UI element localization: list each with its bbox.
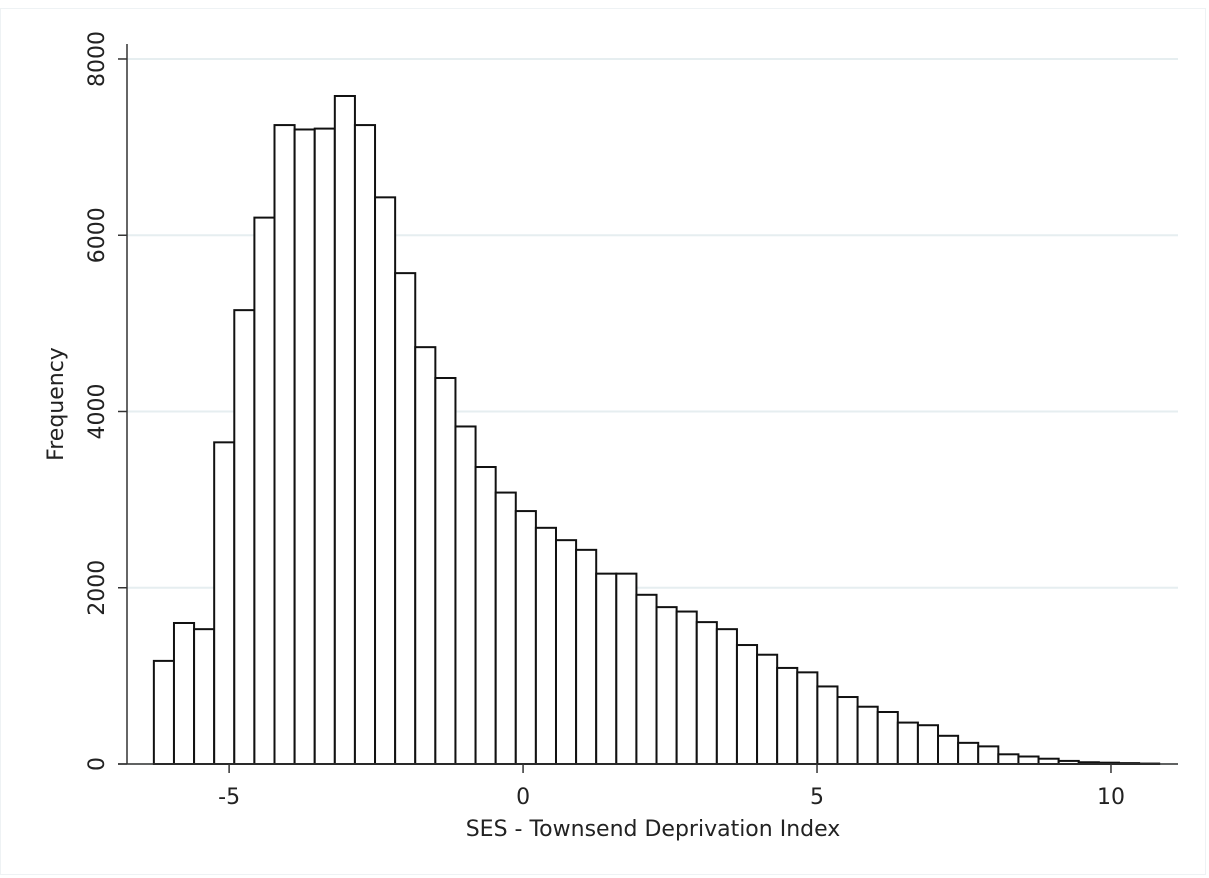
bar [876,711,899,765]
y-tick-label: 8000 [85,31,110,87]
bar [695,621,718,765]
y-tick-label: 4000 [85,383,110,439]
bar [1017,755,1040,765]
y-tick-label: 2000 [85,560,110,616]
x-axis-title: SES - Townsend Deprivation Index [466,817,841,842]
bar [1037,757,1060,765]
x-tick-label: 0 [516,785,530,810]
bar [655,606,678,766]
y-axis-title: Frequency [44,347,69,461]
bar [856,705,879,766]
bar [434,377,457,765]
bar [896,721,919,766]
bar [735,644,759,765]
bar [253,216,276,765]
bar [635,593,658,765]
bar [394,272,417,765]
bar [213,441,236,765]
bar [353,124,377,766]
bar [454,425,477,765]
bar [977,745,1000,765]
bar [152,659,175,765]
x-tick-label: -5 [218,785,240,810]
bar [494,491,517,765]
bar [374,196,397,765]
bar [273,124,296,766]
x-tick-label: 5 [810,785,824,810]
x-tick-label: 10 [1097,785,1125,810]
y-tick-label: 6000 [85,207,110,263]
bar [293,128,316,766]
bar [997,753,1020,765]
bar [172,621,196,766]
bar [675,610,698,766]
bar [554,539,578,765]
bar [193,628,216,765]
bar [233,309,256,765]
bar [816,685,839,766]
bar [615,572,638,765]
bar [916,724,940,766]
bar [474,466,497,765]
bar [715,628,738,765]
bar [957,741,980,765]
bar [575,548,598,765]
bar [534,526,557,765]
bar [836,696,859,765]
bar [796,671,819,765]
bar [756,653,779,766]
bar [514,510,537,766]
bar [333,94,356,765]
y-tick-label: 0 [85,757,110,771]
bar [313,127,336,766]
bar [595,572,618,765]
bar [776,666,799,765]
bar [937,734,960,765]
bar [414,346,437,765]
